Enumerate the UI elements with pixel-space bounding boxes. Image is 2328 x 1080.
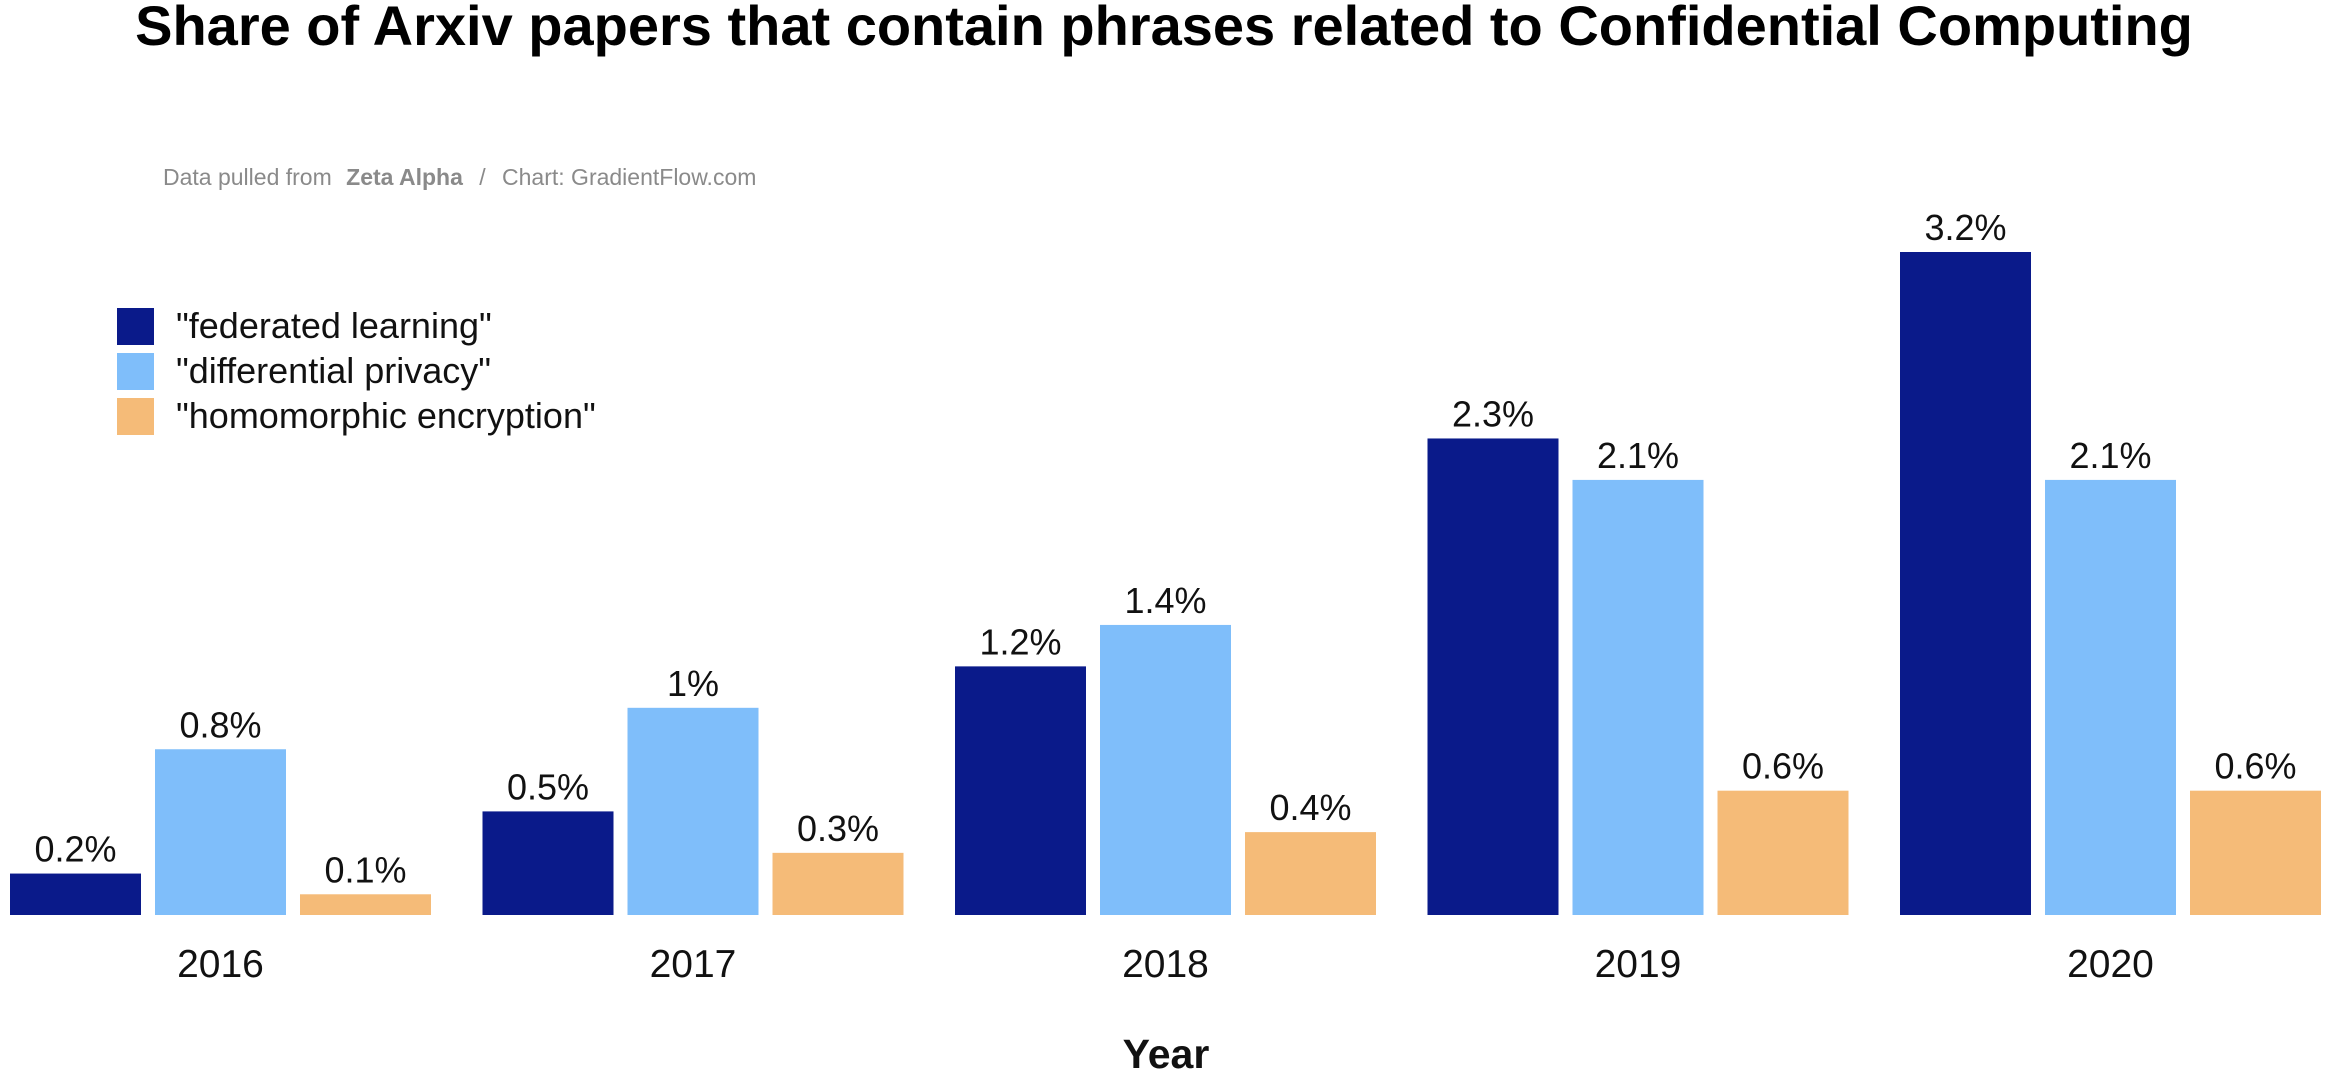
data-label-2018-series-2: 1.4%: [1124, 580, 1206, 621]
bar-2020-series-3: [2190, 790, 2321, 915]
data-label-2016-series-3: 0.1%: [324, 849, 406, 890]
source-name: Zeta Alpha: [346, 164, 463, 190]
data-label-2017-series-2: 1%: [667, 663, 719, 704]
data-label-2018-series-3: 0.4%: [1269, 787, 1351, 828]
x-tick-label-2018: 2018: [1122, 943, 1209, 986]
bar-2016-series-3: [300, 894, 431, 915]
legend-label-series-1: "federated learning": [176, 305, 492, 346]
x-axis-ticks: 2016 2017 2018 2019 2020: [177, 943, 2154, 986]
data-labels-layer: 0.2% 0.8% 0.1% 0.5% 1% 0.3% 1.2% 1.4% 0.4% 2.3% 2.…: [34, 207, 2296, 890]
bar-2016-series-2: [155, 749, 286, 915]
bar-2018-series-3: [1245, 832, 1376, 915]
x-tick-label-2016: 2016: [177, 943, 264, 986]
source-separator: /: [479, 164, 486, 190]
bar-2018-series-2: [1100, 624, 1231, 915]
data-label-2020-series-2: 2.1%: [2069, 435, 2151, 476]
data-label-2016-series-1: 0.2%: [34, 829, 116, 870]
bar-2017-series-2: [627, 707, 759, 915]
chart-title: Share of Arxiv papers that contain phras…: [135, 0, 2193, 57]
x-tick-label-2020: 2020: [2067, 943, 2154, 986]
data-label-2016-series-2: 0.8%: [179, 704, 261, 745]
legend: "federated learning""differential privac…: [117, 305, 596, 436]
bar-2019-series-1: [1427, 438, 1559, 915]
legend-label-series-2: "differential privacy": [176, 350, 491, 391]
source-credit: Chart: GradientFlow.com: [502, 164, 756, 190]
legend-swatch-series-1: [117, 308, 154, 345]
bar-2019-series-2: [1572, 479, 1704, 915]
x-tick-label-2019: 2019: [1595, 943, 1682, 986]
bar-2016-series-1: [10, 873, 141, 915]
data-label-2019-series-2: 2.1%: [1597, 435, 1679, 476]
data-label-2018-series-1: 1.2%: [979, 621, 1061, 662]
source-note: Data pulled from Zeta Alpha / Chart: Gra…: [163, 164, 756, 190]
data-label-2019-series-1: 2.3%: [1452, 393, 1534, 434]
data-label-2017-series-1: 0.5%: [507, 766, 589, 807]
legend-swatch-series-3: [117, 398, 154, 435]
bar-2020-series-2: [2045, 479, 2176, 915]
legend-swatch-series-2: [117, 353, 154, 390]
data-label-2017-series-3: 0.3%: [797, 808, 879, 849]
bars-layer: [10, 252, 2321, 915]
bar-2017-series-3: [772, 852, 904, 915]
x-axis-title: Year: [1123, 1031, 1210, 1077]
bar-2017-series-1: [482, 811, 614, 915]
bar-2019-series-3: [1717, 790, 1849, 915]
data-label-2019-series-3: 0.6%: [1742, 746, 1824, 787]
source-prefix: Data pulled from: [163, 164, 332, 190]
x-tick-label-2017: 2017: [650, 943, 737, 986]
data-label-2020-series-3: 0.6%: [2214, 746, 2296, 787]
bar-2018-series-1: [955, 666, 1086, 915]
bar-2020-series-1: [1900, 252, 2031, 915]
data-label-2020-series-1: 3.2%: [1924, 207, 2006, 248]
legend-label-series-3: "homomorphic encryption": [176, 395, 596, 436]
